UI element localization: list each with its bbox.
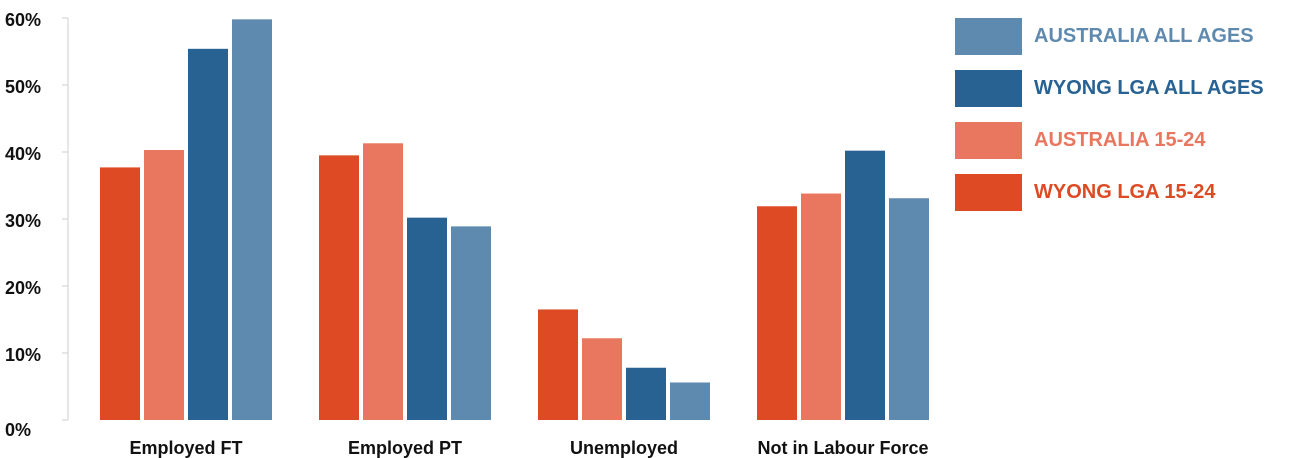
bar <box>889 198 929 420</box>
y-tick-label: 50% <box>5 77 41 97</box>
legend-label: AUSTRALIA 15-24 <box>1034 129 1206 151</box>
y-tick-label: 60% <box>5 10 41 30</box>
legend-label: WYONG LGA 15-24 <box>1034 181 1216 203</box>
bar <box>188 48 228 420</box>
bar <box>757 206 797 420</box>
legend-label: WYONG LGA ALL AGES <box>1034 77 1264 99</box>
bar <box>451 226 491 420</box>
y-tick-label: 0% <box>5 420 31 440</box>
y-tick-label: 30% <box>5 211 41 231</box>
category-label: Unemployed <box>570 438 678 458</box>
bar <box>670 382 710 420</box>
category-label: Not in Labour Force <box>758 438 929 458</box>
legend-swatch <box>955 122 1022 159</box>
legend-label: AUSTRALIA ALL AGES <box>1034 25 1254 47</box>
legend-swatch <box>955 70 1022 107</box>
bar <box>363 143 403 421</box>
legend-swatch <box>955 18 1022 55</box>
legend-item: AUSTRALIA 15-24 <box>955 122 1264 159</box>
bar <box>319 155 359 420</box>
category-label: Employed PT <box>348 438 462 458</box>
bar <box>538 309 578 420</box>
bar <box>801 193 841 420</box>
bar <box>582 338 622 420</box>
bar <box>845 150 885 420</box>
y-tick-label: 10% <box>5 345 41 365</box>
bar <box>100 167 140 420</box>
bars <box>100 19 929 421</box>
bar <box>407 217 447 420</box>
bar <box>144 149 184 421</box>
legend-item: AUSTRALIA ALL AGES <box>955 18 1264 55</box>
bar <box>232 19 272 421</box>
bar <box>626 367 666 420</box>
legend-swatch <box>955 174 1022 211</box>
y-axis-ticks: 0% 10% 20% 30% 40% 50% 60% <box>5 10 68 440</box>
y-tick-label: 20% <box>5 278 41 298</box>
y-tick-label: 40% <box>5 144 41 164</box>
x-axis-labels: Employed FT Employed PT Unemployed Not in L… <box>129 438 928 458</box>
legend-item: WYONG LGA ALL AGES <box>955 70 1264 107</box>
legend-item: WYONG LGA 15-24 <box>955 174 1264 211</box>
category-label: Employed FT <box>129 438 242 458</box>
legend: AUSTRALIA ALL AGES WYONG LGA ALL AGES AUST… <box>955 18 1264 226</box>
